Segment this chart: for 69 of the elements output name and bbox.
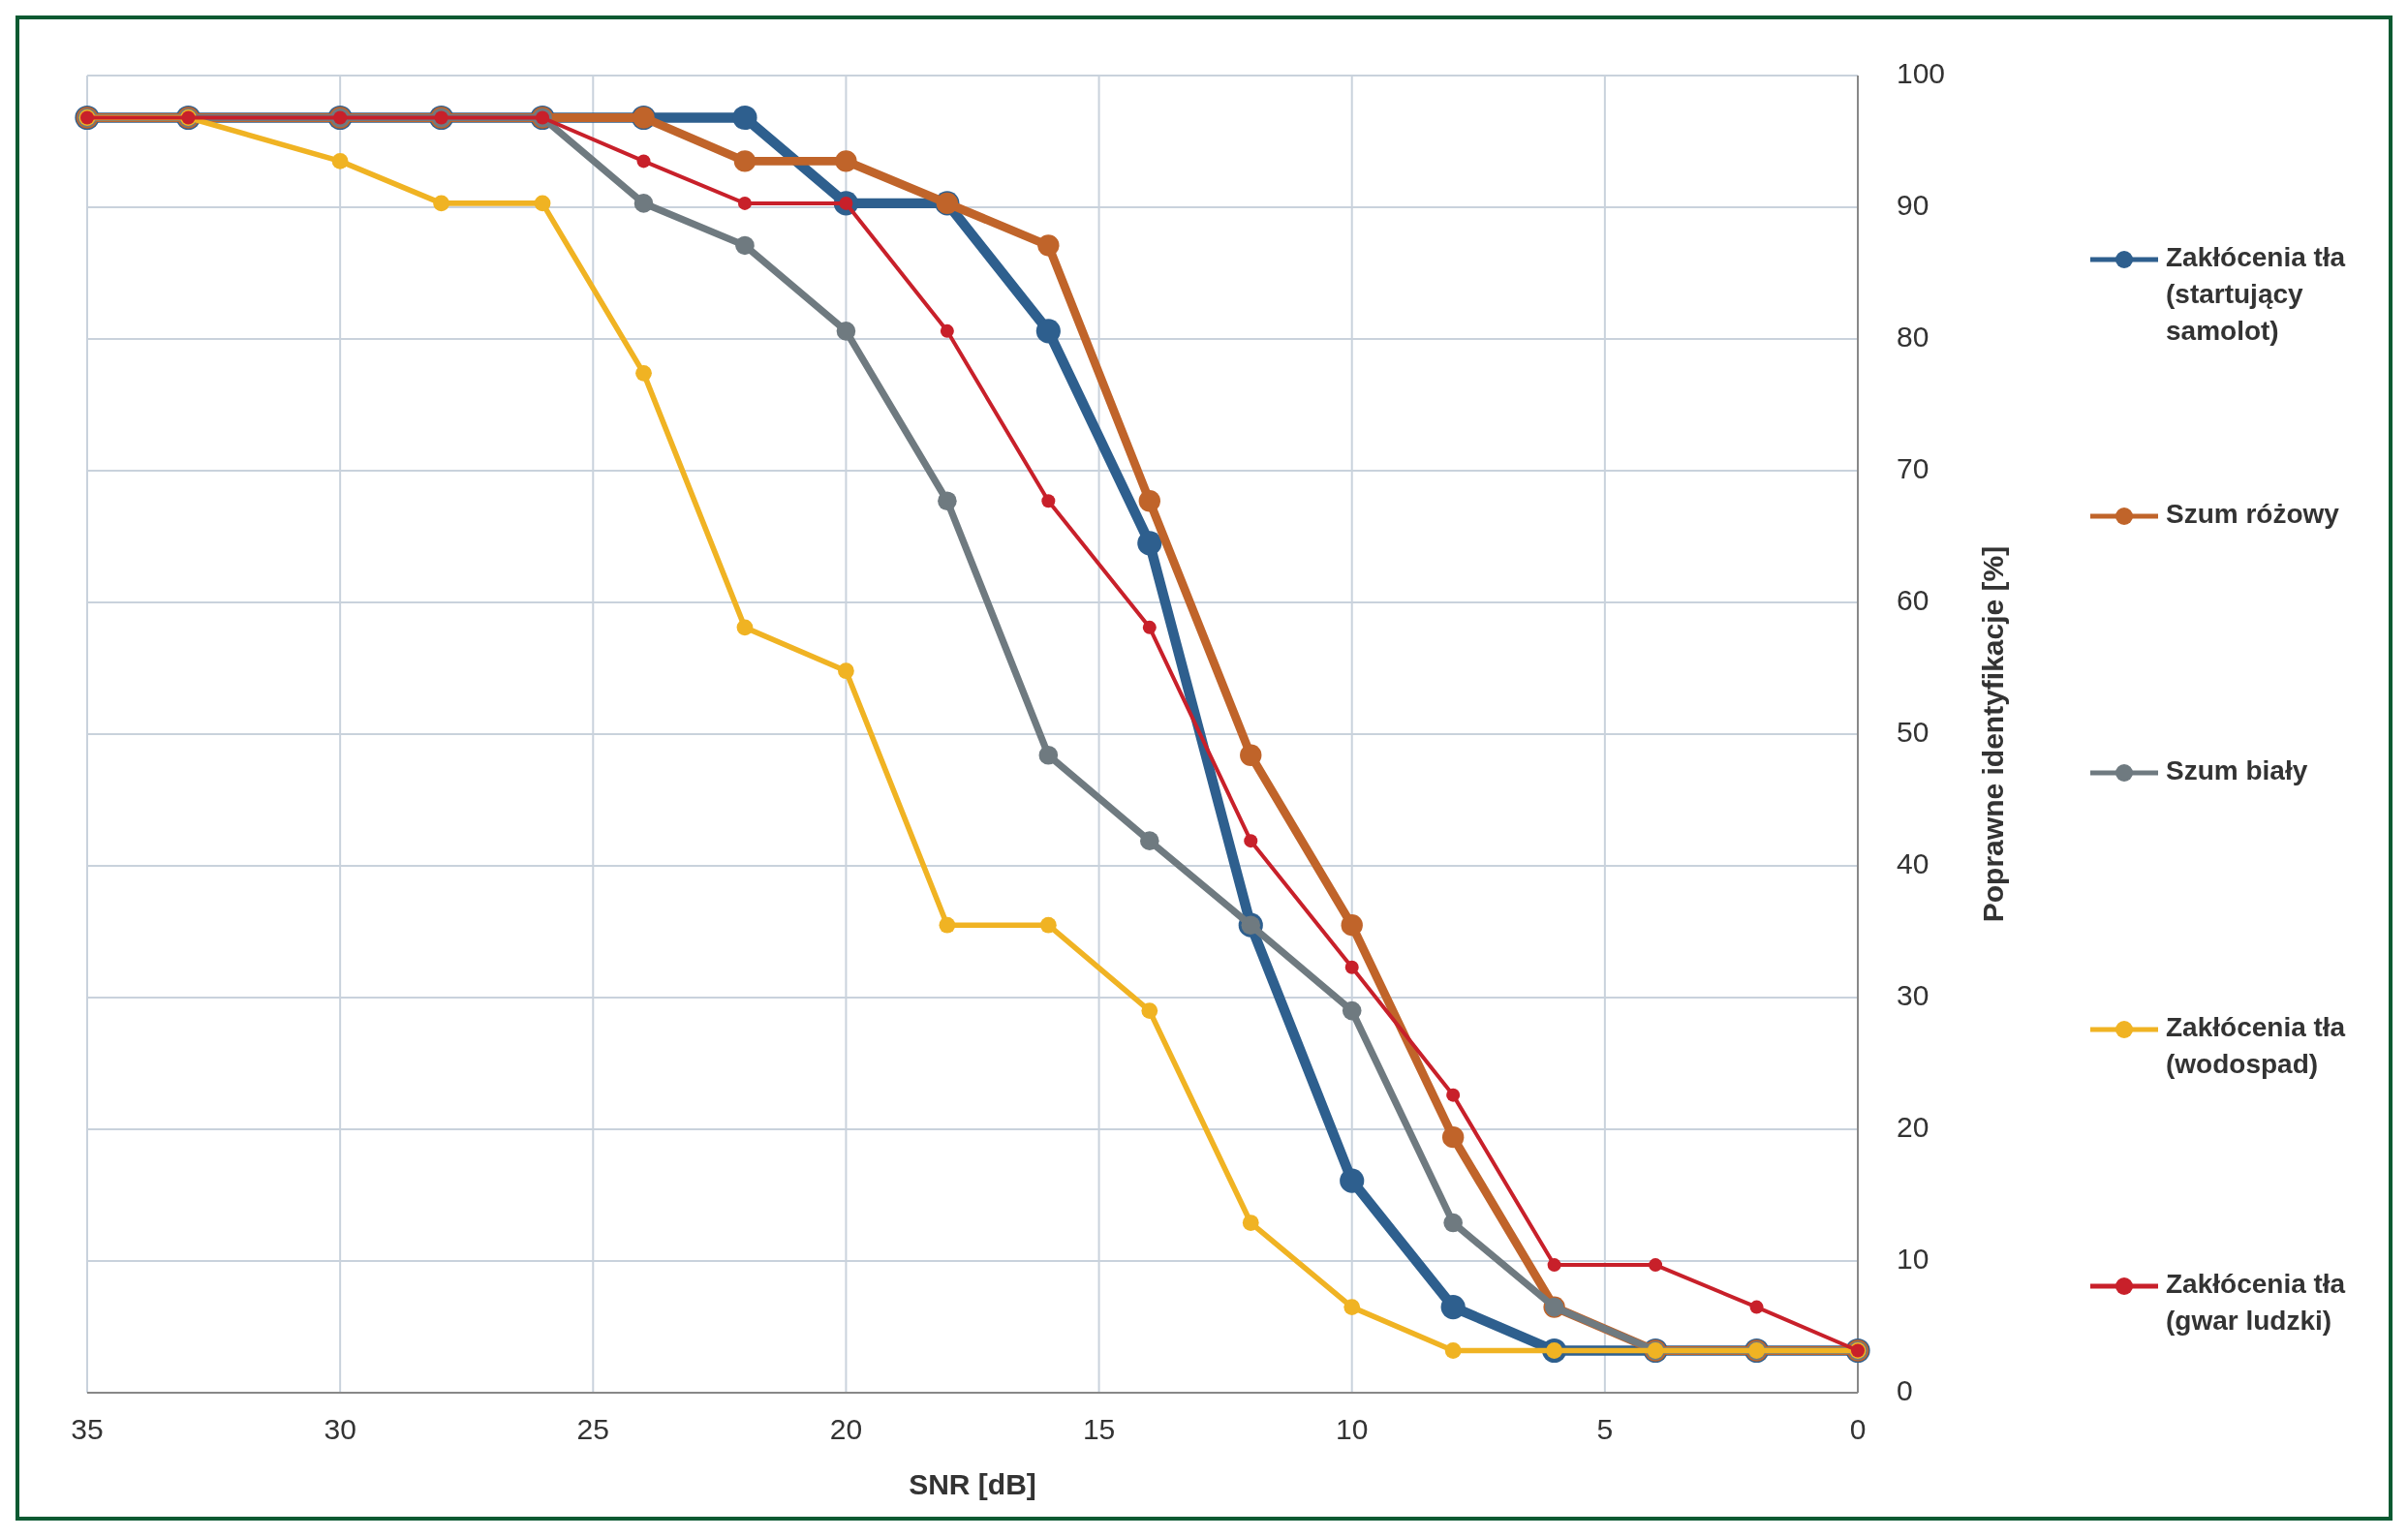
point <box>939 916 956 934</box>
x-tick-label: 10 <box>1336 1413 1369 1445</box>
x-tick-label: 15 <box>1082 1413 1116 1445</box>
legend-label: Szum różowy <box>2166 499 2340 530</box>
point <box>1240 744 1262 766</box>
point <box>835 150 857 172</box>
y-tick-label: 20 <box>1897 1110 1929 1143</box>
point <box>940 323 954 338</box>
y-tick-label: 100 <box>1897 56 1946 89</box>
y-tick-label: 0 <box>1897 1373 1913 1406</box>
y-axis-title: Poprawne identyfikacje [%] <box>1977 545 2009 923</box>
point <box>1342 1000 1362 1021</box>
point <box>1137 531 1162 556</box>
point <box>1443 1213 1463 1233</box>
point <box>1343 1299 1361 1315</box>
point <box>1649 1258 1663 1273</box>
y-tick-label: 10 <box>1897 1242 1929 1275</box>
point <box>1142 620 1157 634</box>
point <box>1444 1342 1462 1359</box>
y-tick-label: 60 <box>1897 583 1929 616</box>
point <box>1037 234 1060 257</box>
y-tick-label: 70 <box>1897 451 1929 484</box>
point <box>737 196 752 210</box>
point <box>635 364 652 382</box>
y-tick-label: 40 <box>1897 846 1929 879</box>
point <box>1441 1125 1465 1149</box>
point <box>838 662 854 680</box>
point <box>1242 1215 1259 1231</box>
legend-label: Szum biały <box>2166 755 2308 786</box>
point <box>1244 834 1258 848</box>
point <box>1138 490 1160 512</box>
point <box>735 235 755 256</box>
point <box>1041 494 1056 508</box>
legend-label: Zakłócenia tła (gwar ludzki) <box>2166 1269 2346 1337</box>
point <box>534 195 551 212</box>
point <box>1749 1300 1764 1314</box>
legend-label: Zakłócenia tła (startujący samolot) <box>2166 242 2346 347</box>
x-tick-label: 25 <box>576 1413 609 1445</box>
point <box>1341 914 1363 937</box>
point <box>1038 745 1059 765</box>
point <box>736 619 754 636</box>
y-tick-label: 90 <box>1897 188 1929 221</box>
y-tick-label: 50 <box>1897 715 1929 748</box>
legend-label: Zakłócenia tła (wodospad) <box>2166 1012 2346 1080</box>
y-tick-label: 80 <box>1897 320 1929 353</box>
point <box>636 154 651 169</box>
x-tick-label: 5 <box>1596 1413 1614 1445</box>
point <box>1039 916 1057 934</box>
point <box>433 195 449 212</box>
point <box>732 105 757 131</box>
point <box>1035 319 1061 344</box>
point <box>938 491 957 511</box>
point <box>1440 1295 1466 1320</box>
x-tick-label: 30 <box>324 1413 356 1445</box>
point <box>1141 1002 1158 1019</box>
point <box>1340 1168 1365 1193</box>
x-tick-label: 35 <box>71 1413 104 1445</box>
point <box>633 194 654 213</box>
point <box>1344 960 1359 974</box>
point <box>1547 1258 1561 1273</box>
point <box>1446 1088 1461 1102</box>
x-axis-title: SNR [dB] <box>909 1468 1036 1500</box>
point <box>733 150 756 172</box>
point <box>1140 831 1159 850</box>
y-tick-label: 30 <box>1897 978 1929 1011</box>
x-tick-label: 0 <box>1849 1413 1867 1445</box>
point <box>331 153 349 169</box>
point <box>836 322 856 341</box>
x-tick-label: 20 <box>829 1413 863 1445</box>
